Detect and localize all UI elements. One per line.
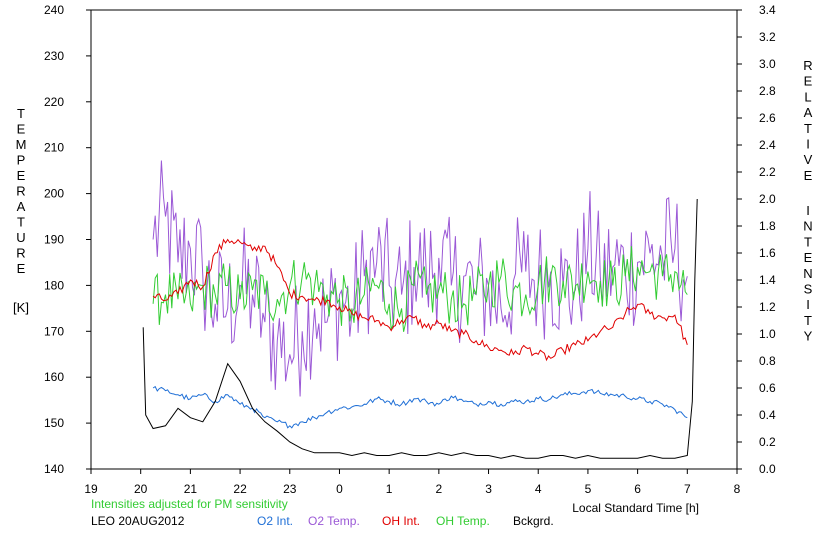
left-tick-label: 140 [44, 462, 64, 476]
right-label-letter: A [804, 105, 813, 120]
x-tick-label: 6 [634, 482, 641, 496]
right-label-letter: T [804, 121, 812, 136]
x-tick-label: 4 [535, 482, 542, 496]
right-label-letter: I [806, 137, 810, 152]
legend-oh-temp: OH Temp. [436, 514, 490, 528]
left-tick-label: 170 [44, 324, 64, 338]
left-tick-label: 240 [44, 3, 64, 17]
right-tick-label: 2.4 [759, 138, 776, 152]
left-label-letter: E [17, 122, 26, 137]
right-label-letter: E [804, 168, 813, 183]
left-label-letter: E [17, 261, 26, 276]
x-tick-label: 20 [134, 482, 148, 496]
left-label-letter: U [16, 230, 25, 245]
left-label-letter: R [16, 184, 25, 199]
x-axis: 19 20 21 22 23 0 1 2 3 4 5 6 7 8 [84, 469, 741, 496]
left-label-letter: P [17, 153, 26, 168]
x-axis-label: Local Standard Time [h] [572, 501, 699, 515]
right-tick-label: 2.6 [759, 111, 776, 125]
right-tick-label: 2.2 [759, 165, 776, 179]
right-label-letter: R [803, 58, 812, 73]
right-label-letter: I [806, 203, 810, 218]
right-tick-label: 0.2 [759, 435, 776, 449]
right-tick-label: 1.8 [759, 219, 776, 233]
legend-o2-temp: O2 Temp. [308, 514, 360, 528]
x-tick-label: 8 [734, 482, 741, 496]
right-tick-label: 0.4 [759, 408, 776, 422]
left-tick-label: 220 [44, 95, 64, 109]
right-label-letter: N [803, 266, 812, 281]
right-label-letter: I [806, 297, 810, 312]
x-tick-label: 0 [336, 482, 343, 496]
right-label-letter: T [804, 234, 812, 249]
right-label-letter: E [804, 74, 813, 89]
series-oh-int [152, 238, 688, 362]
station-date: LEO 20AUG2012 [91, 514, 185, 528]
right-tick-label: 1.0 [759, 327, 776, 341]
left-tick-label: 200 [44, 187, 64, 201]
right-tick-label: 3.4 [759, 3, 776, 17]
right-label-letter: N [803, 219, 812, 234]
left-label-letter: R [16, 246, 25, 261]
right-tick-label: 0.8 [759, 354, 776, 368]
right-tick-label: 2.8 [759, 84, 776, 98]
series-o2-int [152, 385, 688, 429]
left-y-axis: 140 150 160 170 180 190 200 210 220 230 240 [44, 3, 91, 476]
right-tick-label: 0.0 [759, 462, 776, 476]
series-layer [142, 160, 698, 459]
left-tick-label: 190 [44, 233, 64, 247]
x-tick-label: 22 [233, 482, 247, 496]
right-label-letter: S [804, 282, 813, 297]
x-tick-label: 1 [386, 482, 393, 496]
x-tick-label: 19 [84, 482, 98, 496]
left-label-letter: E [17, 168, 26, 183]
x-tick-label: 3 [485, 482, 492, 496]
series-oh-temp [152, 246, 688, 332]
left-tick-label: 180 [44, 278, 64, 292]
right-tick-label: 2.0 [759, 192, 776, 206]
right-tick-label: 1.2 [759, 300, 776, 314]
right-tick-label: 3.0 [759, 57, 776, 71]
legend-oh-int: OH Int. [382, 514, 421, 528]
legend-bckgrd: Bckgrd. [513, 514, 554, 528]
sensitivity-note: Intensities adjusted for PM sensitivity [91, 497, 288, 511]
right-tick-label: 1.4 [759, 273, 776, 287]
right-tick-label: 0.6 [759, 381, 776, 395]
right-label-letter: E [804, 250, 813, 265]
right-tick-label: 3.2 [759, 30, 776, 44]
x-tick-label: 2 [436, 482, 443, 496]
right-y-axis: 0.0 0.2 0.4 0.6 0.8 1.0 1.2 1.4 1.6 1.8 2.0 2.2 2.4 2… [737, 3, 776, 476]
legend-o2-int: O2 Int. [257, 514, 294, 528]
x-tick-label: 23 [283, 482, 297, 496]
left-tick-label: 230 [44, 49, 64, 63]
right-label-letter: L [804, 89, 811, 104]
right-label-letter: Y [804, 329, 813, 344]
x-tick-label: 7 [684, 482, 691, 496]
left-label-letter: M [16, 137, 27, 152]
right-tick-label: 1.6 [759, 246, 776, 260]
left-tick-label: 160 [44, 370, 64, 384]
left-label-letter: T [17, 215, 25, 230]
series-bckgrd [142, 198, 698, 459]
left-label-letter: A [17, 199, 26, 214]
left-label-letter: T [17, 106, 25, 121]
plot-frame [90, 9, 738, 470]
left-axis-unit: [K] [13, 300, 29, 315]
left-tick-label: 150 [44, 416, 64, 430]
x-tick-label: 21 [184, 482, 198, 496]
right-label-letter: V [804, 152, 813, 167]
right-label-letter: T [804, 313, 812, 328]
x-tick-label: 5 [585, 482, 592, 496]
left-tick-label: 210 [44, 141, 64, 155]
